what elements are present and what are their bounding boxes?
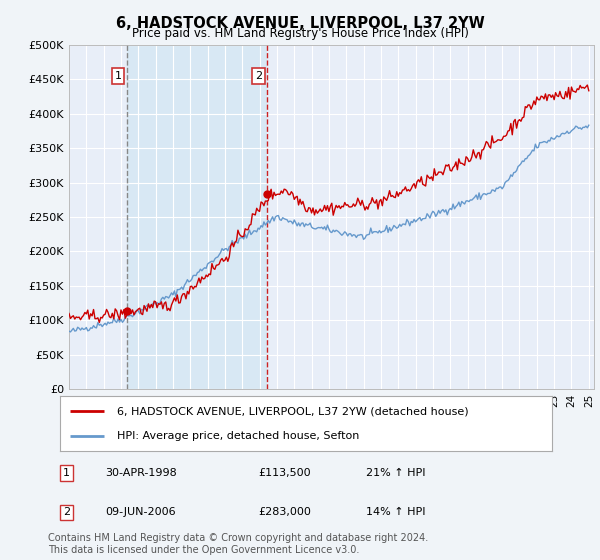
- Text: 1: 1: [63, 468, 70, 478]
- Text: 1: 1: [115, 71, 122, 81]
- Bar: [127, 45, 267, 389]
- Text: £113,500: £113,500: [258, 468, 311, 478]
- Text: £283,000: £283,000: [258, 507, 311, 517]
- Text: Contains HM Land Registry data © Crown copyright and database right 2024.
This d: Contains HM Land Registry data © Crown c…: [48, 533, 428, 555]
- Text: 6, HADSTOCK AVENUE, LIVERPOOL, L37 2YW (detached house): 6, HADSTOCK AVENUE, LIVERPOOL, L37 2YW (…: [116, 406, 468, 416]
- Text: 30-APR-1998: 30-APR-1998: [105, 468, 177, 478]
- Text: 09-JUN-2006: 09-JUN-2006: [105, 507, 176, 517]
- Text: Price paid vs. HM Land Registry's House Price Index (HPI): Price paid vs. HM Land Registry's House …: [131, 27, 469, 40]
- Text: 2: 2: [63, 507, 70, 517]
- Text: 2: 2: [255, 71, 262, 81]
- Text: HPI: Average price, detached house, Sefton: HPI: Average price, detached house, Seft…: [116, 431, 359, 441]
- Text: 21% ↑ HPI: 21% ↑ HPI: [366, 468, 425, 478]
- Text: 6, HADSTOCK AVENUE, LIVERPOOL, L37 2YW: 6, HADSTOCK AVENUE, LIVERPOOL, L37 2YW: [116, 16, 484, 31]
- Text: 14% ↑ HPI: 14% ↑ HPI: [366, 507, 425, 517]
